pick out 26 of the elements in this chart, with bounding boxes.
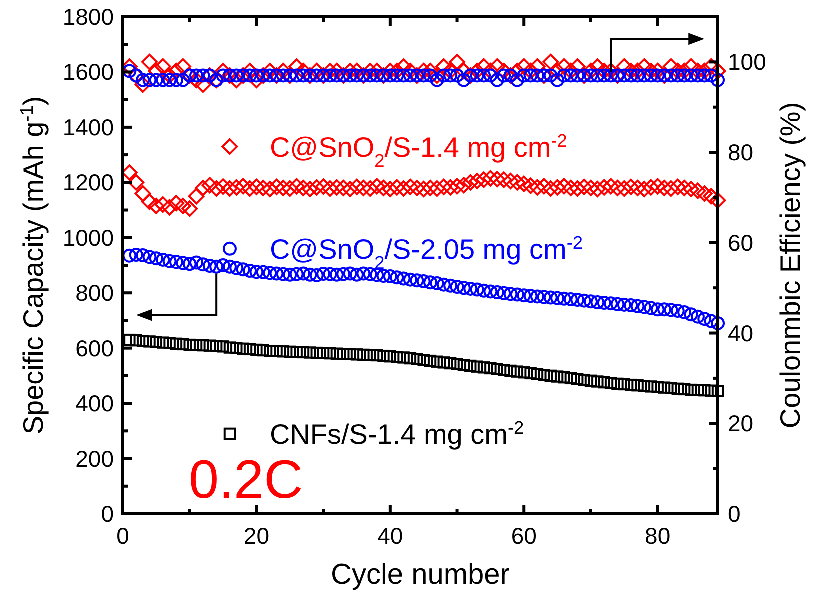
y-tick-label: 1000: [62, 224, 114, 251]
y-tick-label: 400: [76, 390, 114, 417]
legend-label: C@SnO$_{2}$/S-2.05 mg cm$^{-2}$: [270, 232, 583, 273]
y2-tick-label: 0: [728, 501, 741, 527]
y2-tick-label: 100: [728, 49, 766, 76]
x-tick-label: 80: [645, 523, 671, 549]
y-tick-label: 1200: [62, 170, 114, 196]
y-tick-label: 1400: [62, 114, 114, 140]
x-tick-label: 60: [511, 523, 537, 549]
y-tick-label: 1600: [62, 59, 114, 86]
y-tick-label: 1800: [62, 4, 114, 30]
legend-label: C@SnO$_{2}$/S-1.4 mg cm$^{-2}$: [270, 130, 568, 171]
y2-axis-title: Coulonmbic Efficiency (%): [775, 102, 806, 429]
legend-label: CNFs/S-1.4 mg cm$^{-2}$: [270, 418, 524, 450]
y-tick-label: 0: [101, 501, 114, 527]
annotation: 0.2C: [189, 450, 304, 510]
y-tick-label: 200: [76, 446, 114, 472]
x-axis-title: Cycle number: [331, 559, 510, 591]
y-tick-label: 800: [76, 280, 114, 306]
y2-tick-label: 80: [728, 140, 754, 166]
y2-tick-label: 60: [728, 230, 754, 256]
y2-tick-label: 20: [728, 410, 754, 437]
y2-tick-label: 40: [728, 320, 754, 346]
y-tick-label: 600: [76, 335, 114, 362]
x-tick-label: 40: [378, 523, 404, 549]
x-tick-label: 20: [244, 523, 270, 549]
